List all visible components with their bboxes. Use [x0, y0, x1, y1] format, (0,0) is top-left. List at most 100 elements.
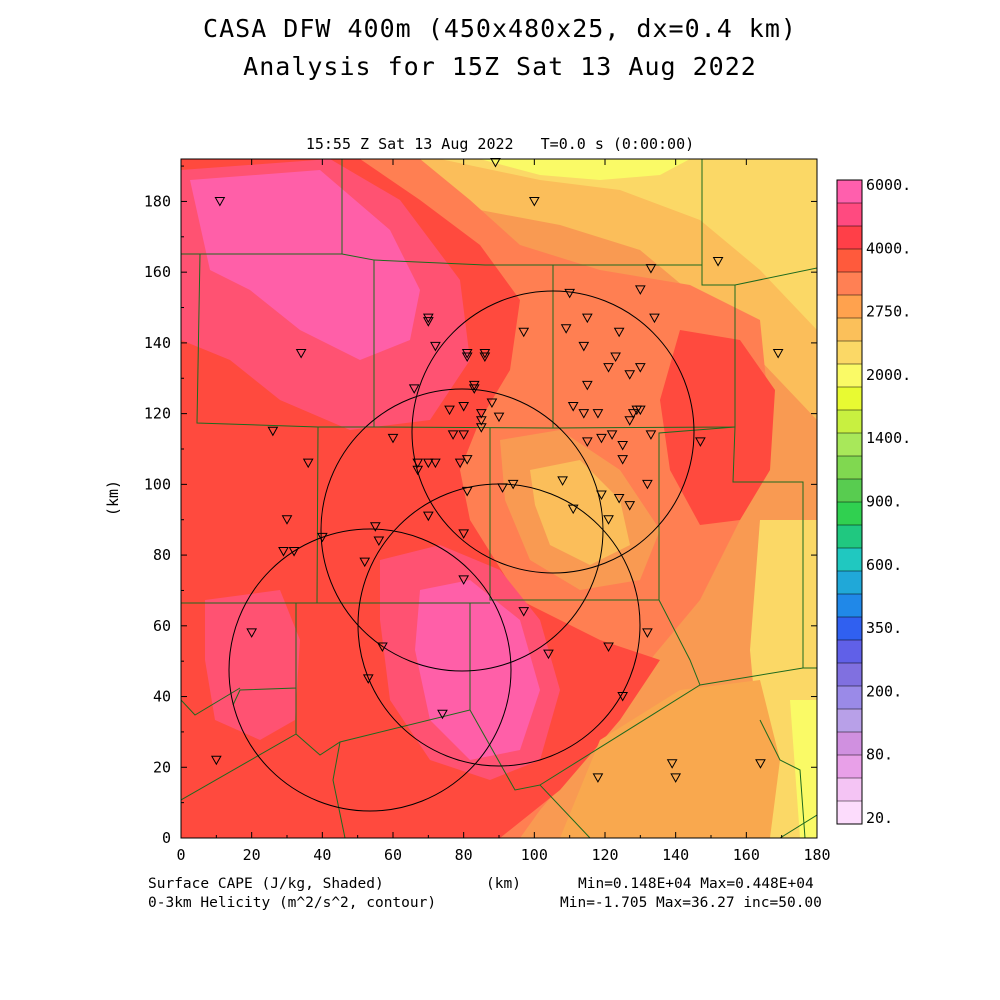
y-tick-label: 60: [153, 617, 171, 635]
station-marker: [634, 363, 646, 373]
cape-band-2200-se: [560, 680, 780, 838]
colorbar-swatch: [837, 801, 862, 825]
station-marker: [302, 458, 314, 469]
station-marker: [543, 649, 554, 660]
station-marker: [670, 773, 682, 783]
county-line: [196, 253, 319, 604]
station-marker: [560, 324, 572, 334]
station-marker: [755, 759, 766, 769]
colorbar-label: 350.: [866, 619, 902, 637]
station-marker: [564, 288, 576, 299]
station-marker: [267, 426, 279, 437]
station-marker: [468, 384, 480, 394]
x-tick-label: 0: [176, 846, 185, 864]
cape-band-4000: [190, 170, 420, 360]
station-marker: [444, 405, 455, 416]
x-tick-label: 100: [521, 846, 548, 864]
station-marker: [454, 458, 466, 469]
station-marker: [458, 402, 470, 412]
station-marker: [642, 628, 653, 638]
station-marker: [461, 455, 473, 465]
colorbar-label: 200.: [866, 682, 902, 700]
station-marker: [649, 313, 660, 324]
station-marker: [606, 430, 618, 440]
cape-band-2000-central: [530, 460, 630, 565]
station-marker: [518, 607, 530, 617]
county-line: [469, 709, 591, 838]
range-ring-southwest: [228, 528, 512, 812]
cape-band-1800: [440, 159, 817, 330]
colorbar-swatch: [837, 525, 862, 549]
station-marker: [712, 257, 724, 267]
colorbar-swatch: [837, 341, 862, 365]
colorbar-swatch: [837, 410, 862, 434]
county-boundaries: [181, 159, 817, 838]
station-marker: [617, 692, 629, 702]
colorbar-label: 4000.: [866, 239, 911, 257]
colorbar-swatch: [837, 203, 862, 227]
colorbar-swatch: [837, 571, 862, 595]
colorbar-swatch: [837, 640, 862, 664]
colorbar-label: 2750.: [866, 303, 911, 321]
county-line: [732, 426, 817, 669]
station-marker: [666, 759, 678, 769]
county-line: [318, 253, 375, 428]
station-marker: [281, 515, 293, 525]
colorbar-swatch: [837, 295, 862, 319]
station-marker: [634, 285, 646, 295]
x-tick-label: 60: [384, 846, 402, 864]
station-marker: [288, 547, 300, 557]
station-marker: [581, 313, 593, 324]
cape-band-1600: [480, 159, 690, 180]
station-marker: [557, 476, 568, 486]
chart-subtitle: Analysis for 15Z Sat 13 Aug 2022: [243, 52, 757, 81]
station-marker: [475, 416, 487, 426]
station-marker: [581, 380, 593, 391]
cape-shading: [181, 159, 817, 838]
station-marker: [497, 483, 508, 493]
colorbar-label: 900.: [866, 493, 902, 511]
station-marker: [373, 536, 385, 546]
colorbar-swatch: [837, 387, 862, 411]
colorbar-swatch: [837, 456, 862, 480]
y-axis-label: (km): [104, 480, 122, 516]
colorbar-swatch: [837, 732, 862, 756]
county-line: [779, 814, 817, 838]
county-line: [658, 599, 701, 686]
county-line: [232, 603, 297, 706]
footer-field-range: Min=0.148E+04 Max=0.448E+04: [578, 876, 814, 892]
x-tick-label: 120: [591, 846, 618, 864]
station-marker: [377, 642, 388, 653]
colorbar-frame: [836, 179, 863, 825]
colorbar-swatch: [837, 755, 862, 779]
x-tick-label: 40: [313, 846, 331, 864]
colorbar-swatch: [837, 686, 862, 710]
colorbar: 6000. 4000. 2750. 2000. 1400. 900. 600. 350. 200…: [836, 176, 911, 827]
station-marker: [603, 515, 614, 525]
station-marker: [214, 196, 226, 207]
station-marker: [596, 433, 607, 444]
cape-band-1600-se: [790, 700, 817, 838]
station-marker: [278, 547, 289, 557]
station-marker: [422, 317, 434, 327]
colorbar-swatch: [837, 778, 862, 802]
colorbar-swatch: [837, 663, 862, 687]
station-marker: [316, 532, 328, 543]
station-marker: [695, 437, 706, 447]
station-marker: [603, 642, 614, 653]
y-tick-label: 40: [153, 688, 171, 706]
y-tick-label: 120: [144, 405, 171, 423]
y-tick-label: 140: [144, 334, 171, 352]
x-tick-label: 20: [243, 846, 261, 864]
cape-band-2000: [330, 159, 817, 420]
colorbar-label: 1400.: [866, 429, 911, 447]
station-marker: [430, 458, 441, 469]
station-marker: [493, 412, 505, 423]
station-marker: [624, 416, 636, 426]
y-tick-label: 100: [144, 475, 171, 493]
colorbar-label: 20.: [866, 809, 893, 827]
station-marker: [210, 755, 222, 766]
station-marker: [507, 479, 519, 490]
station-marker: [624, 501, 636, 511]
station-marker: [617, 440, 629, 451]
